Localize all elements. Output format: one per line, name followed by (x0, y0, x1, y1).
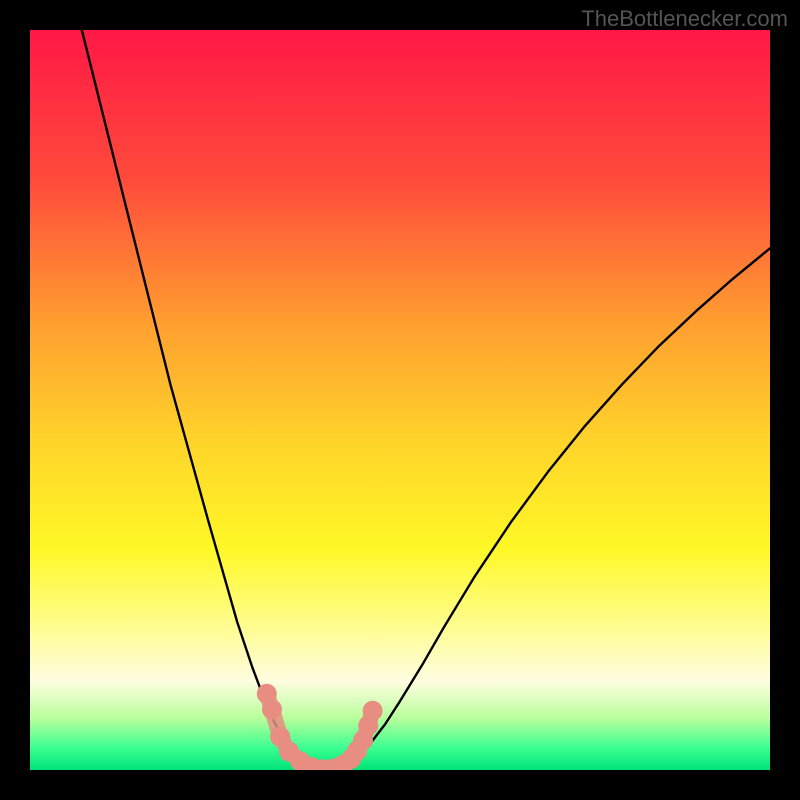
watermark-text: TheBottlenecker.com (581, 6, 788, 32)
chart-background (30, 30, 770, 770)
chart-plot-area (30, 30, 770, 770)
data-marker (363, 701, 383, 721)
chart-svg (30, 30, 770, 770)
data-marker (262, 699, 282, 719)
